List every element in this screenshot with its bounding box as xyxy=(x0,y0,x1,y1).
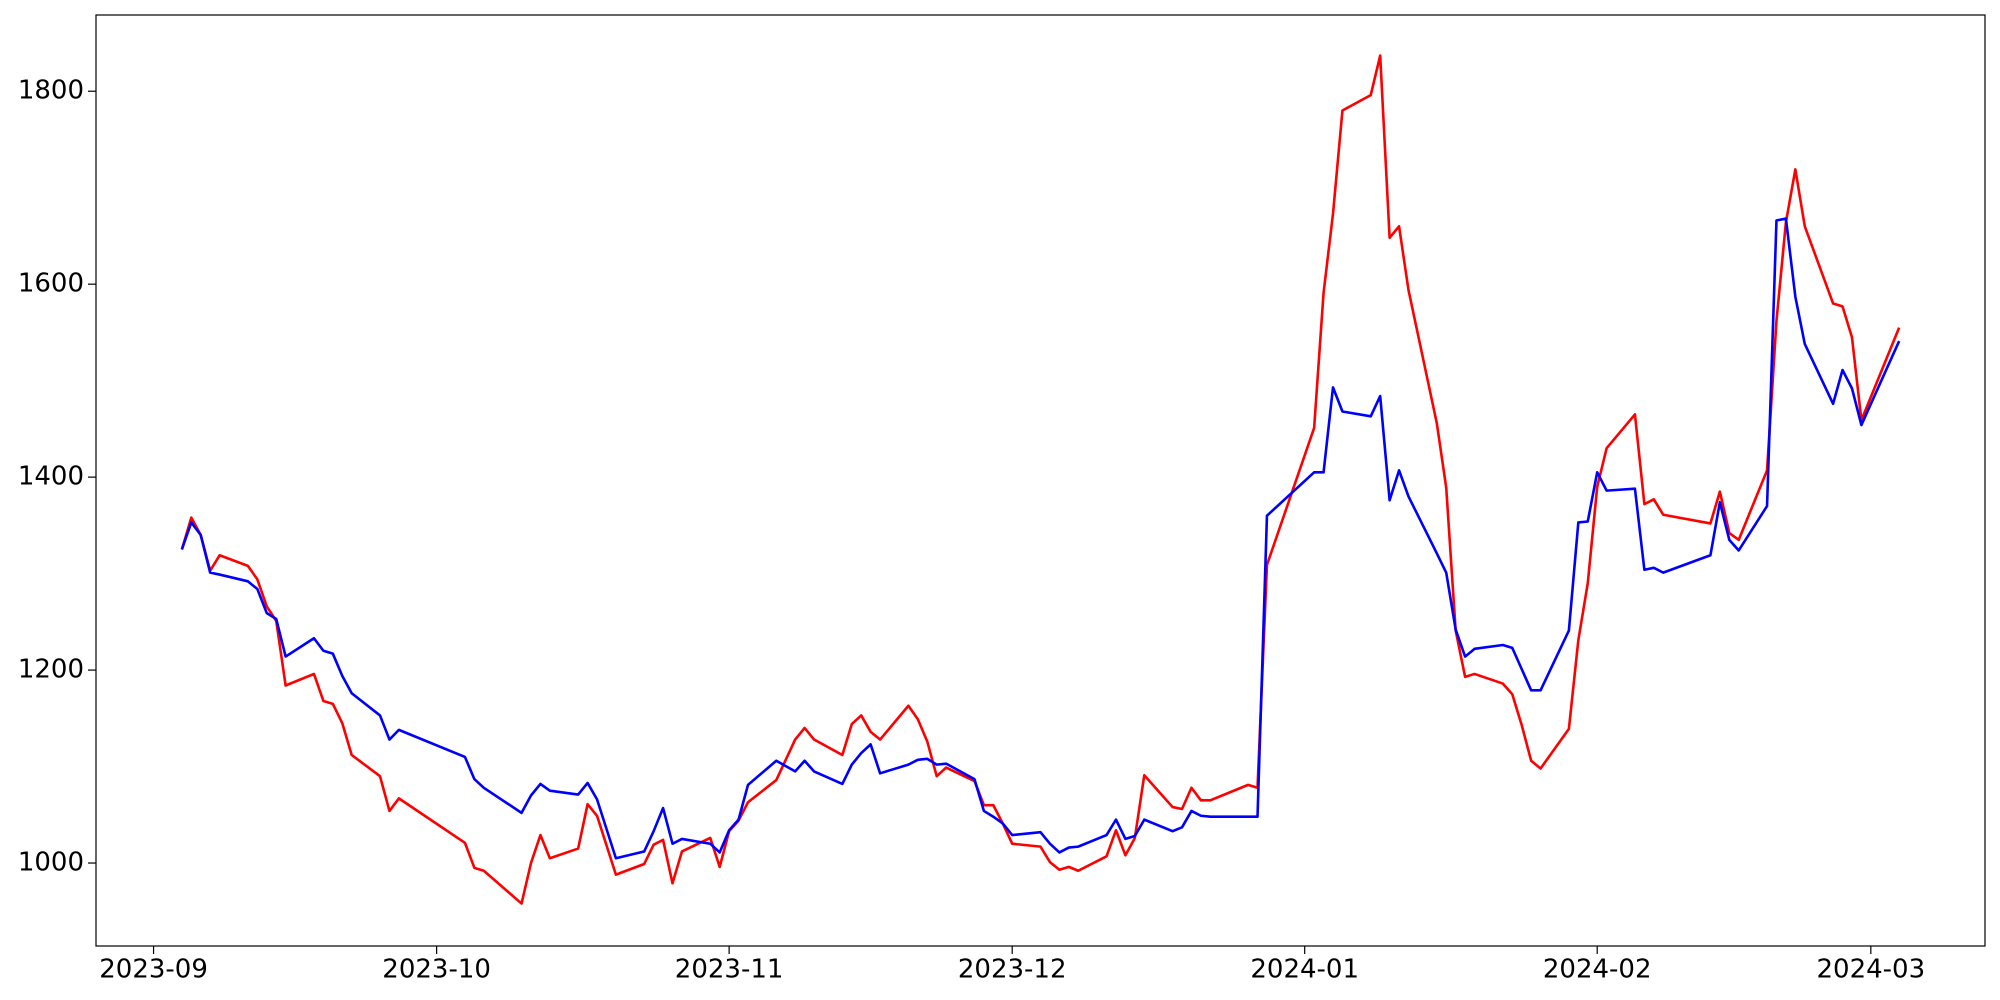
data-line xyxy=(180,217,1901,860)
y-tick-label: 1800 xyxy=(18,76,84,106)
x-tick-label: 2024-02 xyxy=(1543,955,1652,985)
x-tick-label: 2023-09 xyxy=(99,955,208,985)
y-tick-label: 1400 xyxy=(18,462,84,492)
x-tick-label: 2024-01 xyxy=(1250,955,1359,985)
y-tick-label: 1200 xyxy=(18,655,84,685)
y-tick-label: 1000 xyxy=(18,848,84,878)
x-tick-label: 2023-10 xyxy=(382,955,491,985)
data-line xyxy=(180,54,1901,905)
y-tick-label: 1600 xyxy=(18,269,84,299)
x-tick-label: 2023-11 xyxy=(675,955,784,985)
x-tick-label: 2023-12 xyxy=(958,955,1067,985)
plot-frame xyxy=(95,14,1986,947)
x-tick-label: 2024-03 xyxy=(1817,955,1926,985)
